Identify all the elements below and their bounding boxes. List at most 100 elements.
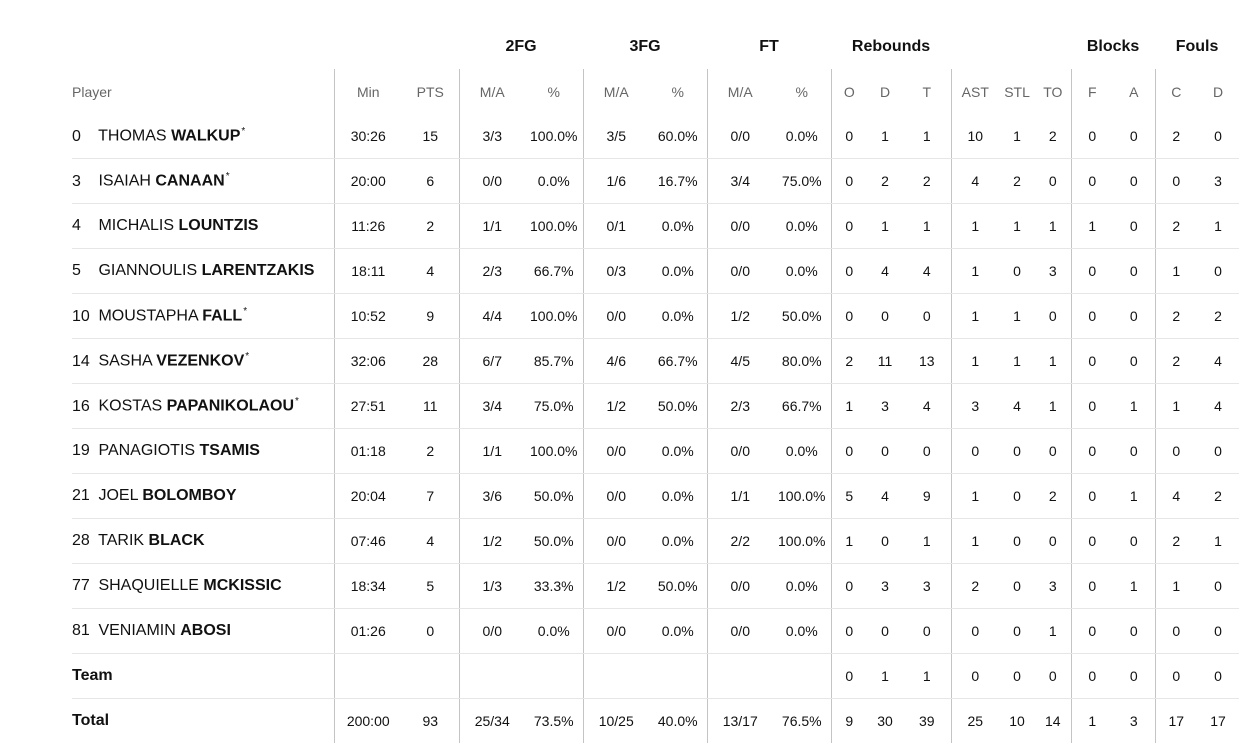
player-row[interactable]: 19 PANAGIOTIS TSAMIS 01:18 2 1/1 100.0% 0/0 0.… [72,428,1240,474]
stat-foul-d: 1 [1197,203,1240,249]
stat-stl: 1 [999,338,1036,384]
stat-blk-f: 0 [1070,158,1114,204]
stat-ft-pct: 100.0% [773,473,832,519]
player-row[interactable]: 10 MOUSTAPHA FALL* 10:52 9 4/4 100.0% 0/0 0.0%… [72,293,1240,339]
stat-pts: 9 [402,293,459,339]
player-name-cell: 19 PANAGIOTIS TSAMIS [72,428,334,474]
stat-2fg-ma: 6/7 [458,338,525,384]
stat-to: 1 [1035,338,1072,384]
jersey-number: 77 [72,577,90,594]
stat-blk-a: 1 [1113,383,1156,429]
player-row[interactable]: 0 THOMAS WALKUP* 30:26 15 3/3 100.0% 3/5 60.0%… [72,114,1240,159]
stat-foul-c: 2 [1154,518,1198,564]
stat-3fg-pct: 16.7% [649,158,707,204]
stat-ast: 25 [950,698,1000,743]
stat-3fg-pct: 0.0% [649,608,707,654]
stat-2fg-ma: 1/1 [458,203,525,249]
stat-pts: 2 [402,203,459,249]
stat-3fg-ma: 0/1 [582,203,649,249]
stat-reb-d: 1 [867,203,904,249]
player-name-cell: 77 SHAQUIELLE MCKISSIC [72,563,334,609]
stat-reb-o: 0 [830,203,868,249]
stat-foul-c: 0 [1154,608,1198,654]
stat-3fg-pct: 0.0% [649,473,707,519]
stat-stl: 0 [999,563,1036,609]
stat-stl: 1 [999,114,1036,159]
stat-reb-t: 0 [903,293,952,339]
stat-reb-t: 13 [903,338,952,384]
stat-ast: 1 [950,473,1000,519]
player-row[interactable]: 14 SASHA VEZENKOV* 32:06 28 6/7 85.7% 4/6 66.7… [72,338,1240,384]
stat-3fg-ma: 0/0 [582,608,649,654]
stat-reb-d: 4 [867,473,904,519]
stat-reb-t: 4 [903,248,952,294]
player-row[interactable]: 77 SHAQUIELLE MCKISSIC 18:34 5 1/3 33.3% 1/2 5… [72,563,1240,609]
group-header-row: 2FG 3FG FT Rebounds Blocks Fouls [72,24,1239,69]
stat-ast: 0 [950,608,1000,654]
stat-stl: 0 [999,518,1036,564]
player-last-name: TSAMIS [199,442,260,459]
stat-blk-a: 1 [1113,563,1156,609]
jersey-number: 4 [72,217,81,234]
stat-to: 2 [1035,473,1072,519]
group-header-fouls: Fouls [1175,37,1219,55]
stat-ft-pct [773,653,832,699]
stat-2fg-ma: 3/4 [458,383,525,429]
group-header-blank [951,24,1071,69]
stat-reb-t: 1 [903,114,952,159]
starter-marker: * [295,396,299,408]
stat-foul-d: 1 [1197,518,1240,564]
stat-3fg-ma: 1/2 [582,563,649,609]
player-first-name: JOEL [98,487,138,504]
stat-ast: 1 [950,293,1000,339]
stat-ft-pct: 80.0% [773,338,832,384]
stat-min: 32:06 [333,338,402,384]
stat-2fg-ma [458,653,525,699]
stat-foul-c: 17 [1154,698,1198,743]
stat-blk-f: 1 [1070,203,1114,249]
player-row[interactable]: 81 VENIAMIN ABOSI 01:26 0 0/0 0.0% 0/0 0.0% 0/0… [72,608,1240,654]
player-last-name: CANAAN [155,172,225,190]
stat-pts: 7 [402,473,459,519]
stat-reb-o: 0 [830,158,868,204]
stat-to: 0 [1035,158,1072,204]
player-name-cell: 28 TARIK BLACK [72,518,334,564]
player-row[interactable]: 21 JOEL BOLOMBOY 20:04 7 3/6 50.0% 0/0 0.0% 1/1… [72,473,1240,519]
stat-blk-a: 0 [1113,158,1156,204]
stat-foul-d: 3 [1197,158,1240,204]
stat-3fg-ma: 10/25 [582,698,649,743]
stat-blk-a: 0 [1113,653,1156,699]
team-row: Team 0 1 1 0 0 0 0 0 0 0 [72,653,1240,699]
player-row[interactable]: 28 TARIK BLACK 07:46 4 1/2 50.0% 0/0 0.0% 2/2 10… [72,518,1240,564]
col-header-ft-pct: % [795,83,808,100]
stat-ft-ma [706,653,773,699]
boxscore-container: 2FG 3FG FT Rebounds Blocks Fouls Player … [72,24,1240,743]
stat-2fg-ma: 3/6 [458,473,525,519]
stat-blk-a: 0 [1113,518,1156,564]
col-header-reb-d: D [879,83,891,100]
stat-foul-c: 1 [1154,563,1198,609]
stat-3fg-pct: 0.0% [649,248,707,294]
stat-reb-t: 1 [903,518,952,564]
player-row[interactable]: 3 ISAIAH CANAAN* 20:00 6 0/0 0.0% 1/6 16.7% 3/4… [72,158,1240,204]
stat-foul-c: 2 [1154,338,1198,384]
stat-reb-d: 4 [867,248,904,294]
stat-3fg-pct [649,653,707,699]
stat-2fg-ma: 0/0 [458,158,525,204]
player-row[interactable]: 5 GIANNOULIS LARENTZAKIS 18:11 4 2/3 66.7% 0/… [72,248,1240,294]
stat-ast: 1 [950,518,1000,564]
stat-min: 200:00 [333,698,402,743]
stat-ft-pct: 0.0% [773,608,832,654]
player-row[interactable]: 4 MICHALIS LOUNTZIS 11:26 2 1/1 100.0% 0/1 0.0… [72,203,1240,249]
stat-foul-c: 2 [1154,293,1198,339]
player-row[interactable]: 16 KOSTAS PAPANIKOLAOU* 27:51 11 3/4 75.0% 1/… [72,383,1240,429]
stat-blk-f: 0 [1070,608,1114,654]
stat-reb-d: 1 [867,653,904,699]
stat-blk-a: 3 [1129,713,1138,729]
jersey-number: 5 [72,262,81,279]
stat-pts: 28 [402,338,459,384]
stat-3fg-ma: 0/0 [582,293,649,339]
player-last-name: LARENTZAKIS [201,262,315,279]
stat-foul-c: 4 [1154,473,1198,519]
stat-min: 10:52 [333,293,402,339]
